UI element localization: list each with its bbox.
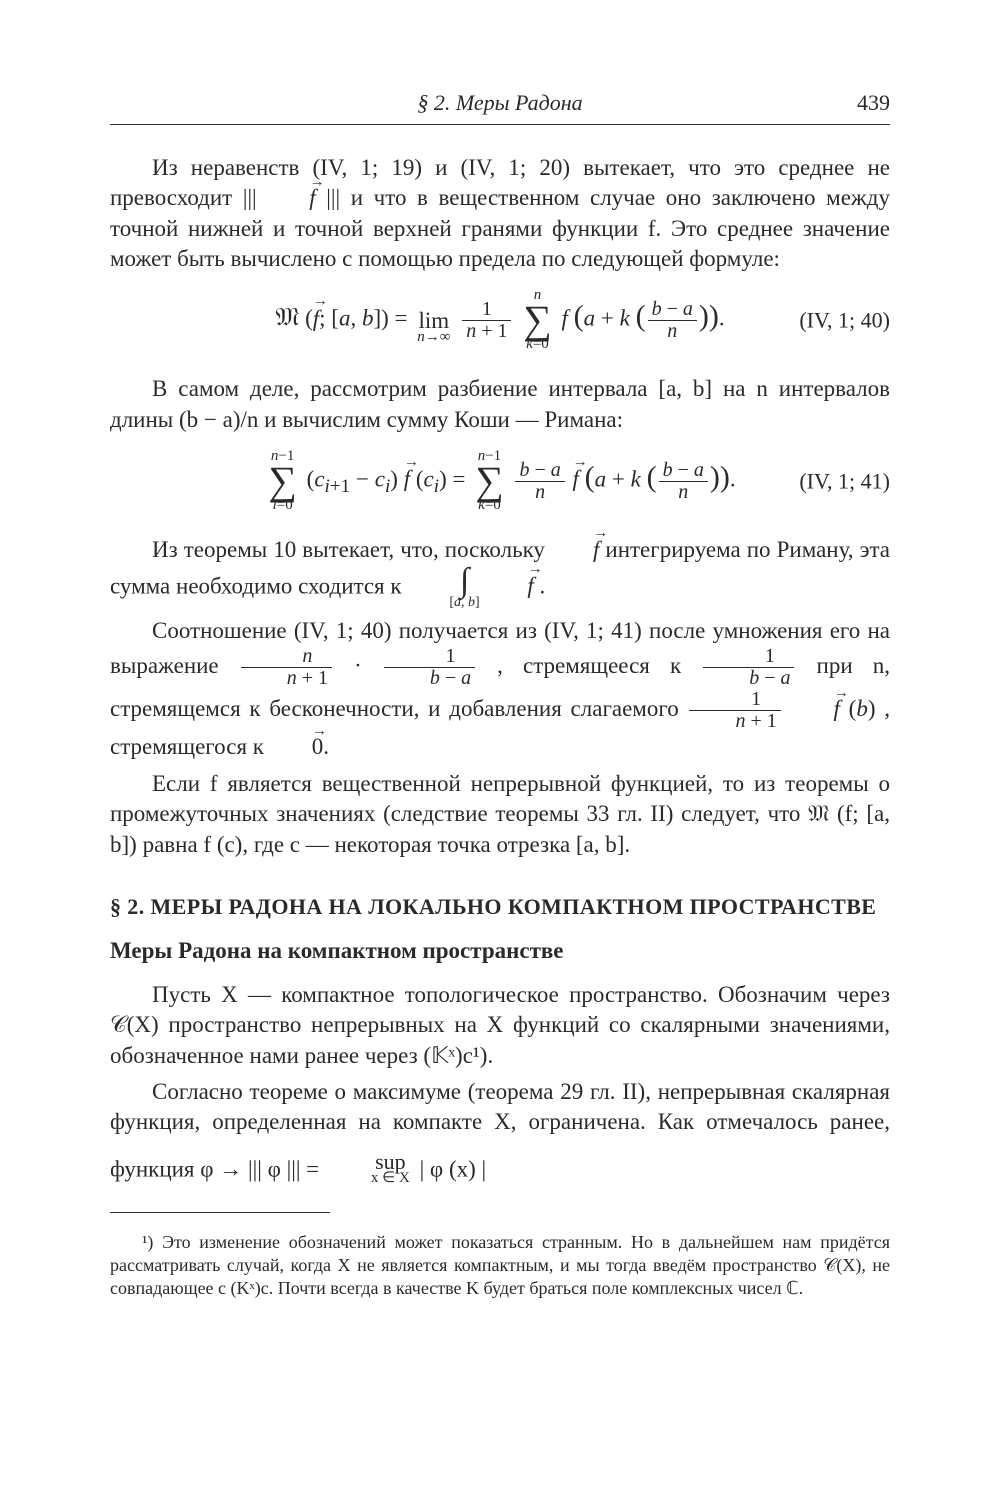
vec-f: f bbox=[551, 535, 599, 565]
sum-left: n−1 ∑ i=0 bbox=[268, 449, 297, 513]
header-rule bbox=[110, 124, 890, 125]
sum-right: n−1 ∑ k=0 bbox=[475, 449, 504, 513]
page-body: § 2. Меры Радона 439 Из неравенств (IV, … bbox=[110, 90, 890, 1318]
text: Согласно теореме о максимуме (теорема 29… bbox=[110, 1079, 890, 1181]
paragraph-7: Согласно теореме о максимуме (теорема 29… bbox=[110, 1077, 890, 1186]
equation-iv-1-40: 𝔐 (f; [a, b]) = lim n→∞ 1n + 1 n ∑ k=0 f… bbox=[110, 288, 890, 352]
eq-number: (IV, 1; 40) bbox=[799, 303, 890, 338]
equation-iv-1-41: n−1 ∑ i=0 (ci+1 − ci) f (ci) = n−1 ∑ k=0… bbox=[110, 449, 890, 513]
text: , стремящееся к bbox=[497, 653, 701, 678]
subsection-heading: Меры Радона на компактном пространстве bbox=[110, 938, 890, 964]
paragraph-6: Пусть X — компактное топологическое прос… bbox=[110, 980, 890, 1071]
text: Из теоремы 10 вытекает, что, поскольку bbox=[152, 537, 551, 562]
page-number: 439 bbox=[857, 90, 890, 116]
section-heading: § 2. МЕРЫ РАДОНА НА ЛОКАЛЬНО КОМПАКТНОМ … bbox=[110, 894, 890, 920]
eq-number: (IV, 1; 41) bbox=[799, 464, 890, 499]
limit: lim n→∞ bbox=[417, 296, 450, 346]
text: | φ (x) | bbox=[420, 1156, 487, 1181]
running-head-row: § 2. Меры Радона 439 bbox=[110, 90, 890, 118]
paragraph-4: Соотношение (IV, 1; 40) получается из (I… bbox=[110, 616, 890, 763]
sup: sup x ∈ X bbox=[329, 1138, 410, 1187]
sum: n ∑ k=0 bbox=[523, 288, 552, 352]
paragraph-1: Из неравенств (IV, 1; 19) и (IV, 1; 20) … bbox=[110, 153, 890, 274]
paragraph-5: Если f является вещественной непрерывной… bbox=[110, 769, 890, 860]
running-head: § 2. Меры Радона bbox=[110, 90, 890, 116]
footnote-rule bbox=[110, 1212, 330, 1213]
footnote-1: ¹) Это изменение обозначений может показ… bbox=[110, 1231, 890, 1300]
integral: ∫ [a, b] bbox=[407, 566, 479, 611]
norm-vec-f: ||| f ||| bbox=[243, 185, 340, 210]
paragraph-2: В самом деле, рассмотрим разбиение интер… bbox=[110, 374, 890, 435]
paragraph-3: Из теоремы 10 вытекает, что, поскольку f… bbox=[110, 535, 890, 610]
